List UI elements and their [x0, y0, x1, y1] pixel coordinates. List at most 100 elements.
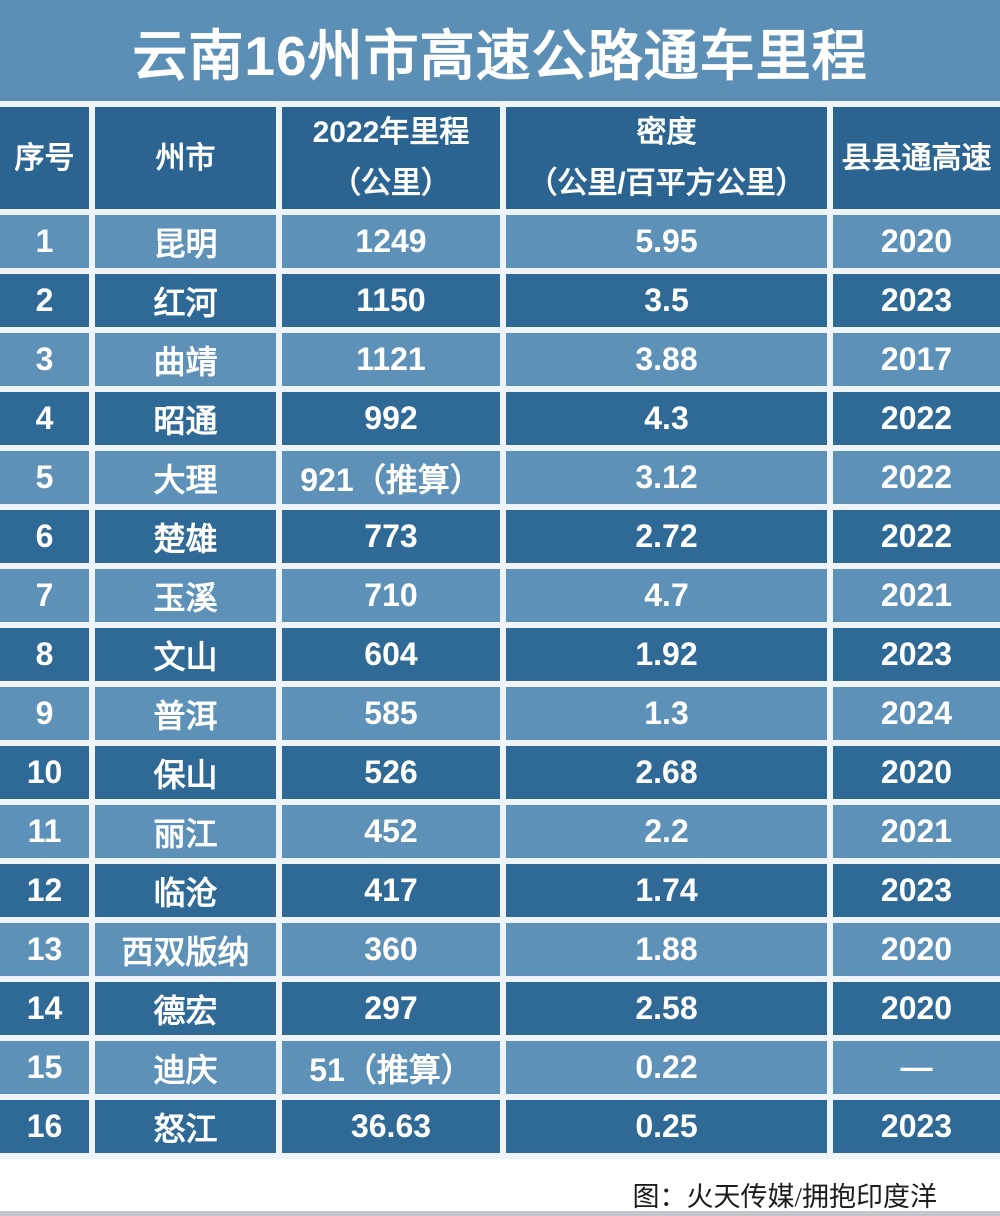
header-cell-prefecture: 州市 [89, 101, 282, 215]
cell-index: 9 [0, 681, 95, 746]
cell-density: 3.5 [500, 268, 833, 333]
cell-index: 4 [0, 386, 95, 451]
cell-mileage: 710 [276, 563, 506, 628]
cell-county: 2017 [827, 327, 1000, 392]
cell-county: 2020 [827, 976, 1000, 1041]
cell-density: 2.68 [500, 740, 833, 805]
table-row: 3 曲靖 1121 3.88 2017 [0, 327, 1000, 392]
cell-prefecture: 临沧 [89, 858, 282, 923]
table-row: 4 昭通 992 4.3 2022 [0, 386, 1000, 451]
cell-prefecture: 西双版纳 [89, 917, 282, 982]
table-row: 1 昆明 1249 5.95 2020 [0, 209, 1000, 274]
cell-prefecture: 红河 [89, 268, 282, 333]
cell-index: 11 [0, 799, 95, 864]
cell-county: — [827, 1035, 1000, 1100]
cell-mileage: 992 [276, 386, 506, 451]
table-row: 15 迪庆 51（推算） 0.22— [0, 1035, 1000, 1100]
table-row: 12 临沧 417 1.74 2023 [0, 858, 1000, 923]
cell-prefecture: 德宏 [89, 976, 282, 1041]
cell-mileage: 526 [276, 740, 506, 805]
header-line: 州市 [155, 141, 216, 175]
cell-density: 2.58 [500, 976, 833, 1041]
table-header: 序号 州市 2022年里程 （公里） 密度 （公里/百平方公里） 县县通高速 [0, 101, 1000, 215]
cell-density: 2.2 [500, 799, 833, 864]
table-area: 云南16州市高速公路通车里程 序号 州市 2022年里程 （公里） 密度 （公里/百平方公… [0, 0, 1000, 1159]
cell-mileage: 604 [276, 622, 506, 687]
table-row: 7 玉溪 710 4.7 2021 [0, 563, 1000, 628]
table-row: 6 楚雄 773 2.72 2022 [0, 504, 1000, 569]
cell-density: 1.3 [500, 681, 833, 746]
table-row: 9 普洱 585 1.3 2024 [0, 681, 1000, 746]
cell-density: 0.22 [500, 1035, 833, 1100]
cell-county: 2021 [827, 799, 1000, 864]
cell-county: 2022 [827, 386, 1000, 451]
header-row: 序号 州市 2022年里程 （公里） 密度 （公里/百平方公里） 县县通高速 [0, 101, 1000, 215]
table-row: 13 西双版纳 360 1.88 2020 [0, 917, 1000, 982]
cell-prefecture: 保山 [89, 740, 282, 805]
cell-density: 2.72 [500, 504, 833, 569]
cell-county: 2023 [827, 1094, 1000, 1159]
cell-mileage: 36.63 [276, 1094, 506, 1159]
cell-index: 1 [0, 209, 95, 274]
cell-mileage: 297 [276, 976, 506, 1041]
cell-mileage: 921（推算） [276, 445, 506, 510]
cell-prefecture: 昭通 [89, 386, 282, 451]
cell-prefecture: 楚雄 [89, 504, 282, 569]
cell-county: 2021 [827, 563, 1000, 628]
cell-county: 2022 [827, 445, 1000, 510]
cell-prefecture: 怒江 [89, 1094, 282, 1159]
mileage-table: 序号 州市 2022年里程 （公里） 密度 （公里/百平方公里） 县县通高速 1 昆明 1249… [0, 101, 1000, 1159]
cell-prefecture: 普洱 [89, 681, 282, 746]
cell-county: 2023 [827, 858, 1000, 923]
table-body: 1 昆明 1249 5.95 2020 2 红河 1150 3.5 2023 3 曲靖 1121 3.88… [0, 209, 1000, 1159]
cell-index: 10 [0, 740, 95, 805]
cell-county: 2020 [827, 209, 1000, 274]
table-row: 11 丽江 452 2.2 2021 [0, 799, 1000, 864]
cell-index: 15 [0, 1035, 95, 1100]
cell-mileage: 1150 [276, 268, 506, 333]
cell-index: 8 [0, 622, 95, 687]
cell-index: 6 [0, 504, 95, 569]
cell-prefecture: 昆明 [89, 209, 282, 274]
cell-density: 3.12 [500, 445, 833, 510]
cell-density: 1.92 [500, 622, 833, 687]
cell-density: 1.88 [500, 917, 833, 982]
cell-index: 16 [0, 1094, 95, 1159]
cell-county: 2020 [827, 740, 1000, 805]
cell-mileage: 417 [276, 858, 506, 923]
cell-county: 2022 [827, 504, 1000, 569]
cell-density: 0.25 [500, 1094, 833, 1159]
cell-prefecture: 文山 [89, 622, 282, 687]
page-title: 云南16州市高速公路通车里程 [132, 24, 868, 87]
bottom-edge-strip [0, 1211, 1000, 1216]
cell-density: 4.7 [500, 563, 833, 628]
credit-text: 图：火天传媒/拥抱印度洋 [632, 1182, 937, 1212]
cell-mileage: 360 [276, 917, 506, 982]
cell-county: 2023 [827, 622, 1000, 687]
header-cell-density: 密度 （公里/百平方公里） [500, 101, 833, 215]
cell-mileage: 773 [276, 504, 506, 569]
cell-county: 2024 [827, 681, 1000, 746]
cell-prefecture: 大理 [89, 445, 282, 510]
cell-mileage: 585 [276, 681, 506, 746]
cell-index: 13 [0, 917, 95, 982]
cell-prefecture: 迪庆 [89, 1035, 282, 1100]
cell-index: 7 [0, 563, 95, 628]
cell-index: 12 [0, 858, 95, 923]
header-line: 密度 [636, 116, 697, 149]
table-row: 10 保山 526 2.68 2020 [0, 740, 1000, 805]
header-line: （公里/百平方公里） [527, 167, 806, 200]
table-row: 2 红河 1150 3.5 2023 [0, 268, 1000, 333]
cell-mileage: 1121 [276, 327, 506, 392]
cell-mileage: 1249 [276, 209, 506, 274]
cell-index: 14 [0, 976, 95, 1041]
cell-prefecture: 曲靖 [89, 327, 282, 392]
header-cell-mileage: 2022年里程 （公里） [276, 101, 506, 215]
cell-density: 5.95 [500, 209, 833, 274]
cell-index: 3 [0, 327, 95, 392]
table-row: 8 文山 604 1.92 2023 [0, 622, 1000, 687]
header-line: 县县通高速 [841, 141, 992, 175]
header-line: （公里） [331, 167, 451, 200]
table-row: 5 大理 921（推算） 3.12 2022 [0, 445, 1000, 510]
